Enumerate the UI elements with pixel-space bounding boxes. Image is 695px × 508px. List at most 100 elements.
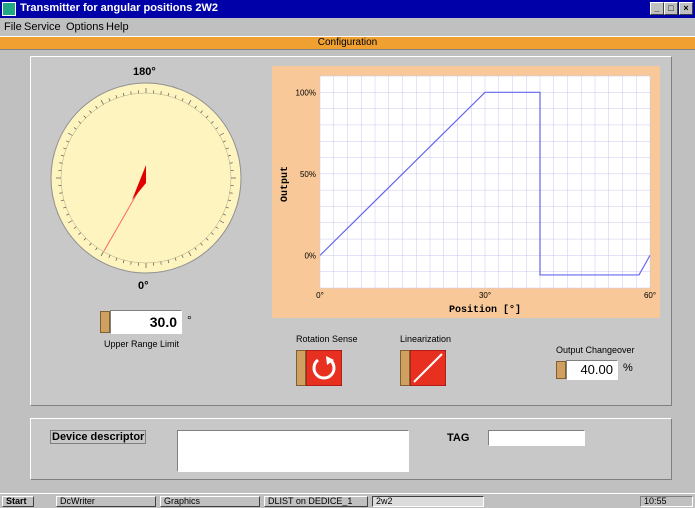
dial-tick [63,206,67,209]
dial-tick [78,232,82,235]
dial-tick [194,247,197,251]
y-axis-label: Output [280,166,291,202]
dial-tick [222,213,226,216]
dial-tick [108,254,111,258]
task-2w2[interactable]: 2w2 [372,496,484,507]
angle-dial[interactable] [46,78,246,278]
app-icon[interactable] [2,2,16,16]
dial-tick [73,127,77,130]
dial-tick [160,91,162,95]
dial-tick [60,154,64,157]
output-changeover-unit: % [623,362,633,374]
maximize-button[interactable]: □ [664,2,678,15]
dial-tick [210,121,214,124]
dial-tick [174,257,177,261]
changeover-spinner[interactable] [556,361,566,379]
menu-file[interactable]: File [4,21,22,33]
dial-tick [194,105,197,109]
dial-tick [181,254,184,258]
x-tick-label: 60° [644,291,656,300]
dial-tick [108,98,111,102]
configuration-tab-bar: Configuration [0,36,695,50]
close-button[interactable]: × [679,2,693,15]
output-changeover-input[interactable]: 40.00 [566,360,618,380]
dial-tick [122,92,125,96]
dial-tick [130,91,132,95]
task-graphics[interactable]: Graphics [160,496,260,507]
dial-tick [89,242,92,246]
x-axis-label: Position [°] [449,304,521,316]
linearization-spinner[interactable] [400,350,410,386]
dial-tick [59,192,63,194]
dial-tick [89,110,92,114]
upper-range-unit: ° [187,313,192,327]
dial-tick [73,226,77,229]
window-title: Transmitter for angular positions 2W2 [20,2,219,14]
output-changeover-label: Output Changeover [556,345,635,355]
dial-tick [219,220,225,224]
linear-ramp-icon [413,353,443,383]
dial-tick [215,226,219,229]
task-dcwriter[interactable]: DcWriter [56,496,156,507]
series-line [319,91,651,276]
tag-label: TAG [447,432,470,444]
device-descriptor-label: Device descriptor [50,430,147,444]
dial-tick [228,199,232,202]
dial-tick [205,115,209,119]
dial-tick [215,127,219,130]
menu-options[interactable]: Options [66,21,104,33]
upper-range-spinner[interactable] [100,311,110,333]
dial-tick [210,232,214,235]
menu-service[interactable]: Service [24,21,61,33]
dial-tick [67,132,73,136]
y-tick-label: 50% [300,170,316,179]
linearization-button[interactable] [410,350,446,386]
dial-marker [132,165,146,200]
dial-tick [66,213,70,216]
rotation-spinner[interactable] [296,350,306,386]
dial-bottom-label: 0° [138,280,149,292]
dial-tick [115,95,118,99]
title-bar: Transmitter for angular positions 2W2 _ … [0,0,695,18]
tag-input[interactable] [488,430,585,446]
dial-tick [60,199,64,202]
tab-configuration[interactable]: Configuration [317,37,378,48]
dial-tick [160,261,162,265]
minimize-button[interactable]: _ [650,2,664,15]
start-button[interactable]: Start [2,496,34,507]
dial-tick [205,237,209,241]
rotation-sense-label: Rotation Sense [296,334,358,344]
dial-tick [219,132,225,136]
dial-tick [188,99,192,105]
output-chart: 0% 50% 100% 0° 30° 60° Position [°] Output [272,66,660,318]
clock: 10:55 [640,496,693,507]
dial-tick [181,98,184,102]
dial-tick [225,206,229,209]
dial-tick [228,154,232,157]
x-tick-label: 0° [316,291,324,300]
dial-tick [130,261,132,265]
rotation-sense-button[interactable] [306,350,342,386]
dial-tick [174,95,177,99]
dial-tick [167,260,170,264]
y-tick-label: 0% [304,251,316,260]
dial-tick [225,147,229,150]
dial-tick [115,257,118,261]
dial-tick [222,140,226,143]
task-dlist[interactable]: DLIST on DEDICE_1 [264,496,368,507]
dial-tick [66,140,70,143]
menu-help[interactable]: Help [106,21,129,33]
menu-bar: File Service Options Help [0,18,695,36]
dial-tick [200,110,203,114]
dial-tick [100,99,104,105]
dial-tick [59,162,63,164]
device-descriptor-input[interactable] [177,430,409,472]
y-tick-label: 100% [296,88,316,97]
dial-tick [95,105,98,109]
dial-tick [100,251,104,257]
upper-range-input[interactable]: 30.0 [110,310,182,334]
dial-tick [122,260,125,264]
dial-top-label: 180° [133,66,156,78]
dial-tick [67,220,73,224]
dial-tick [188,251,192,257]
